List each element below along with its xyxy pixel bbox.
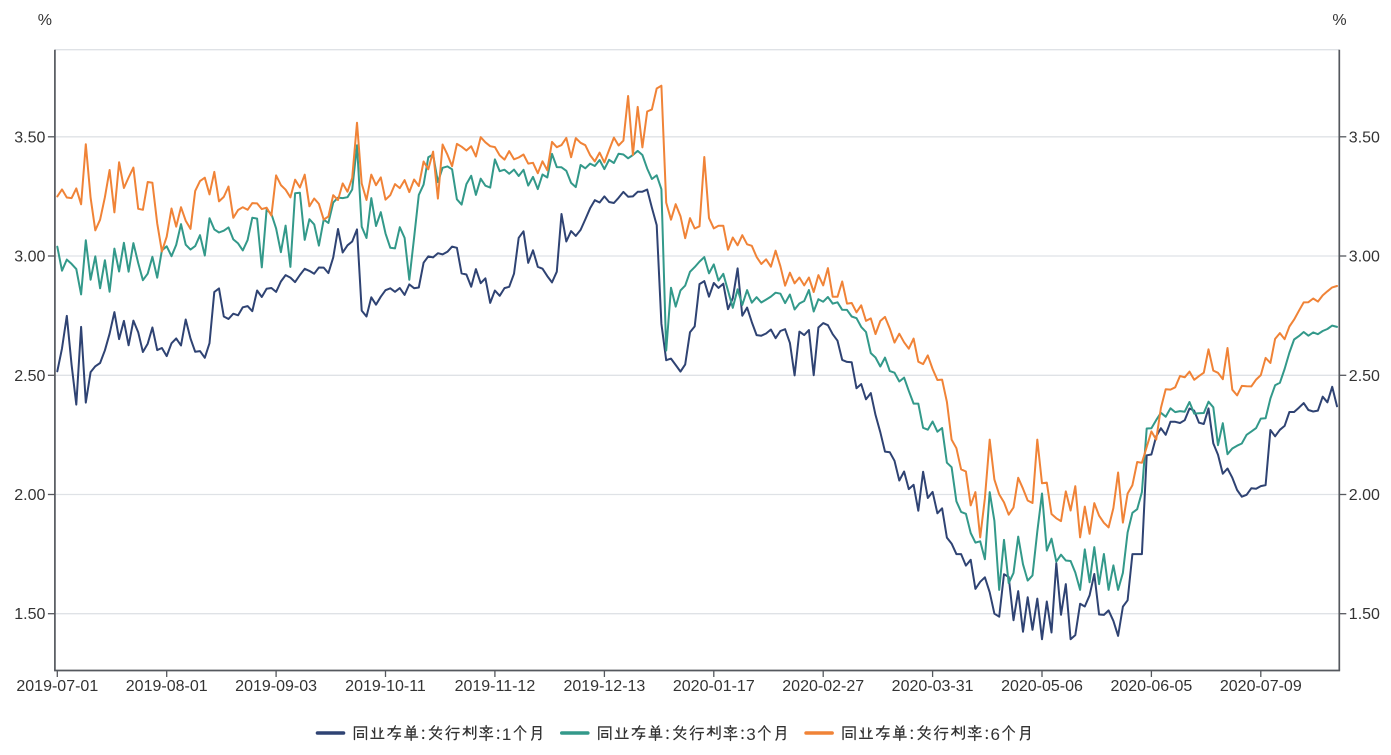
- svg-text:2020-05-06: 2020-05-06: [1001, 678, 1083, 695]
- svg-text:2019-10-11: 2019-10-11: [345, 678, 426, 695]
- svg-text:2019-11-12: 2019-11-12: [455, 678, 536, 695]
- svg-text:3: 3: [746, 725, 755, 744]
- svg-text:2.50: 2.50: [14, 368, 45, 385]
- svg-text:2019-08-01: 2019-08-01: [126, 678, 208, 695]
- svg-text:2019-07-01: 2019-07-01: [16, 678, 98, 695]
- svg-text:2020-01-17: 2020-01-17: [673, 678, 755, 695]
- svg-text:2020-03-31: 2020-03-31: [892, 678, 974, 695]
- svg-text:2019-09-03: 2019-09-03: [235, 678, 317, 695]
- svg-text:2.00: 2.00: [1349, 487, 1380, 504]
- svg-text:2.00: 2.00: [14, 487, 45, 504]
- svg-text:1: 1: [502, 725, 511, 744]
- svg-text:2020-06-05: 2020-06-05: [1110, 678, 1192, 695]
- svg-text:3.50: 3.50: [14, 129, 45, 146]
- svg-text:2020-07-09: 2020-07-09: [1220, 678, 1302, 695]
- svg-text:2.50: 2.50: [1349, 368, 1380, 385]
- svg-text:2019-12-13: 2019-12-13: [563, 678, 645, 695]
- svg-text:3.50: 3.50: [1349, 129, 1380, 146]
- svg-text:6: 6: [991, 725, 1000, 744]
- svg-text:%: %: [1332, 12, 1346, 29]
- svg-text:1.50: 1.50: [14, 606, 45, 623]
- svg-text:%: %: [38, 12, 52, 29]
- svg-text:1.50: 1.50: [1349, 606, 1380, 623]
- svg-text:3.00: 3.00: [14, 249, 45, 266]
- svg-text:3.00: 3.00: [1349, 249, 1380, 266]
- svg-text:2020-02-27: 2020-02-27: [782, 678, 864, 695]
